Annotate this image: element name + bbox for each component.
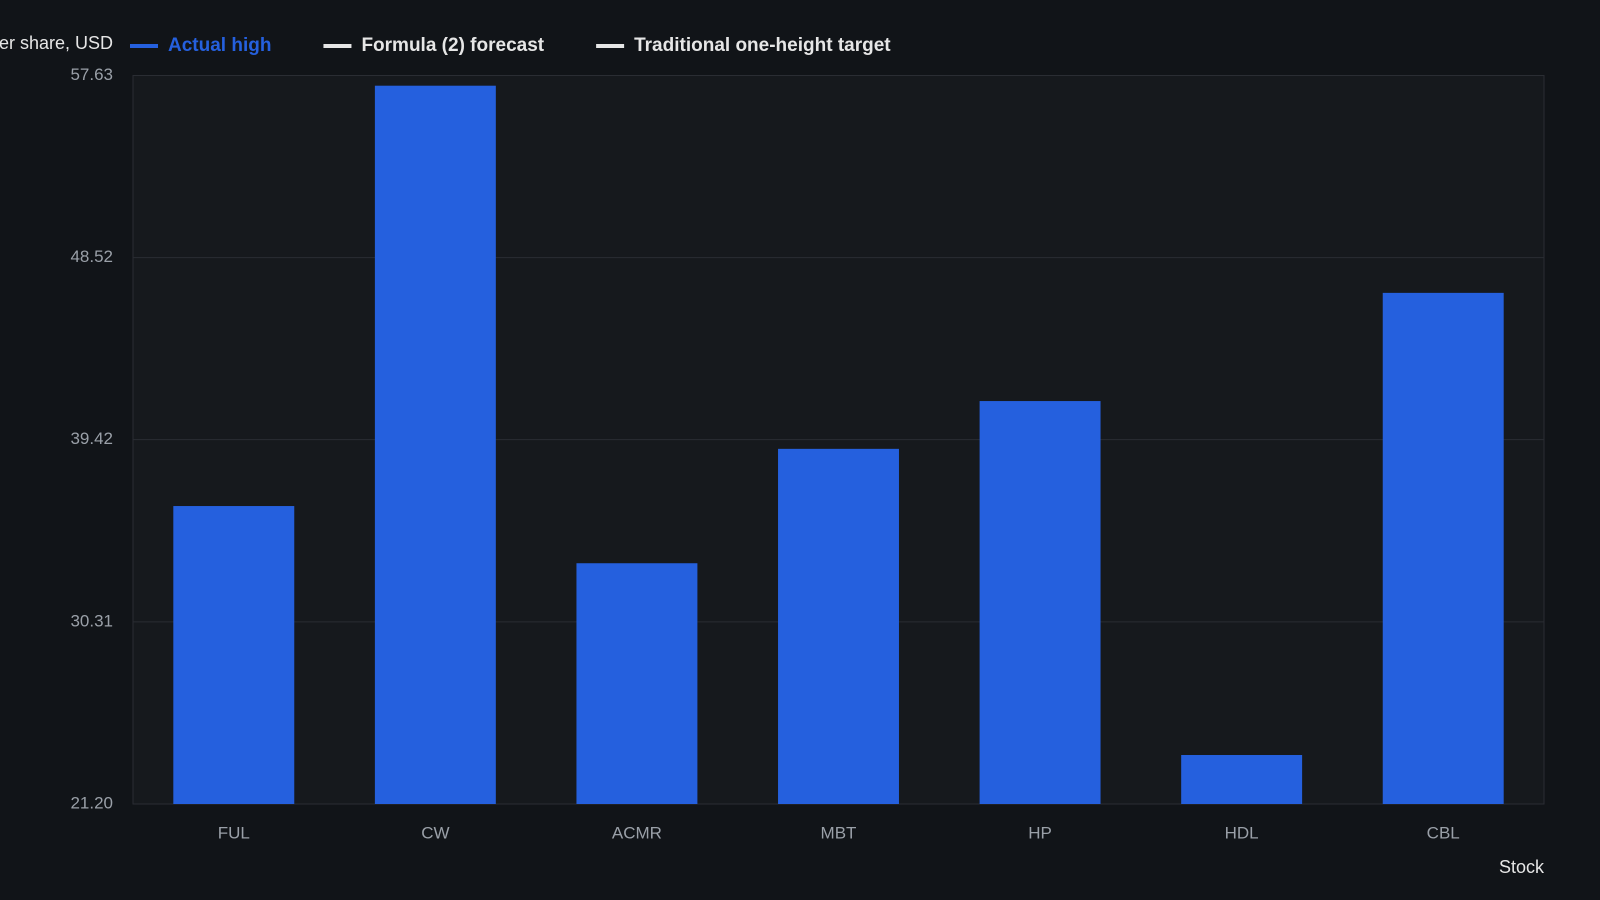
x-tick-label: CBL (1427, 823, 1460, 842)
bar (1382, 292, 1504, 804)
x-tick-label: CW (421, 823, 449, 842)
x-tick-label: MBT (821, 823, 857, 842)
bar (778, 448, 899, 804)
bar (1181, 755, 1303, 804)
bar (979, 401, 1101, 804)
legend-label[interactable]: Formula (2) forecast (361, 35, 544, 56)
legend-label[interactable]: Actual high (168, 35, 271, 56)
bar (374, 85, 496, 804)
x-axis-label: Stock (1499, 857, 1545, 877)
y-tick-label: 48.52 (70, 247, 113, 266)
y-tick-label: 57.63 (70, 65, 113, 84)
legend-label[interactable]: Traditional one-height target (634, 35, 891, 56)
x-tick-label: HP (1028, 823, 1052, 842)
y-tick-label: 30.31 (70, 611, 113, 630)
bar (173, 506, 295, 804)
y-axis-label: er share, USD (0, 33, 113, 53)
x-tick-label: ACMR (612, 823, 662, 842)
y-tick-label: 39.42 (70, 429, 113, 448)
y-tick-label: 21.20 (70, 793, 113, 812)
x-tick-label: HDL (1225, 823, 1259, 842)
bar (576, 563, 698, 804)
x-tick-label: FUL (218, 823, 250, 842)
